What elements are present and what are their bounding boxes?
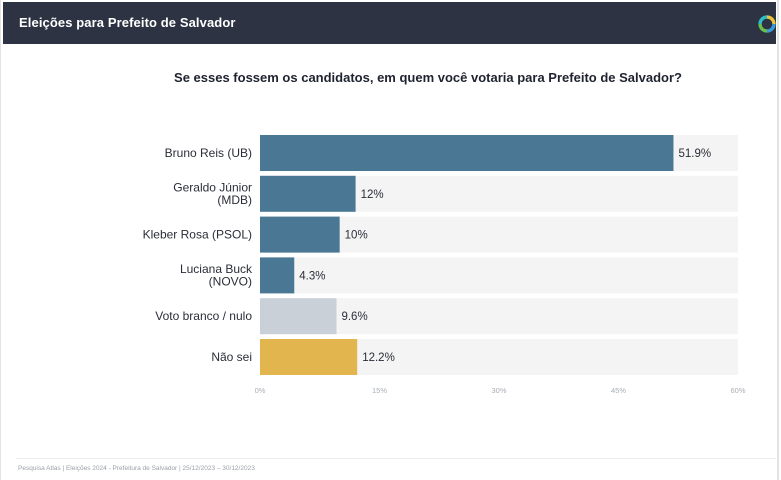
x-tick-label: 30% — [491, 386, 506, 395]
atlas-logo-icon — [758, 15, 776, 33]
bar — [260, 257, 295, 294]
data-label: 4.3% — [299, 270, 325, 282]
category-label: Geraldo Júnior (MDB) — [173, 181, 252, 208]
footer-divider — [16, 458, 776, 459]
category-label: Kleber Rosa (PSOL) — [143, 228, 252, 242]
bar — [260, 216, 340, 253]
bar-track — [260, 257, 738, 294]
page-title: Eleições para Prefeito de Salvador — [19, 15, 236, 30]
data-label: 12% — [361, 189, 384, 201]
x-tick-label: 15% — [372, 386, 387, 395]
category-label: Luciana Buck (NOVO) — [180, 262, 253, 289]
footer-source: Pesquisa Atlas | Eleições 2024 - Prefeit… — [18, 465, 255, 472]
chart-title: Se esses fossem os candidatos, em quem v… — [174, 70, 682, 85]
bar-track — [260, 298, 738, 335]
data-label: 10% — [345, 230, 368, 242]
bar — [260, 339, 358, 375]
bar — [260, 175, 356, 212]
data-label: 51.9% — [678, 148, 711, 160]
x-tick-label: 45% — [611, 386, 626, 395]
data-label: 12.2% — [362, 352, 395, 364]
bar — [260, 298, 337, 335]
x-tick-label: 0% — [255, 386, 266, 395]
category-label: Bruno Reis (UB) — [165, 146, 252, 160]
category-label: Voto branco / nulo — [155, 309, 252, 323]
bar — [260, 135, 674, 171]
x-tick-label: 60% — [730, 386, 745, 395]
data-label: 9.6% — [341, 311, 367, 323]
category-label: Não sei — [211, 350, 252, 364]
header-bar: Eleições para Prefeito de Salvador — [3, 2, 776, 44]
